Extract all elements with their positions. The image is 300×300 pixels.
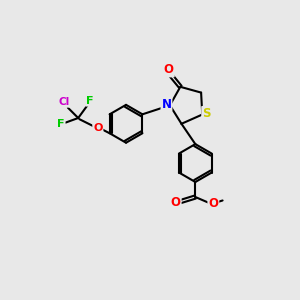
Text: O: O bbox=[164, 64, 174, 76]
Text: Cl: Cl bbox=[59, 97, 70, 107]
Text: N: N bbox=[161, 98, 172, 111]
Text: S: S bbox=[202, 107, 211, 120]
Text: O: O bbox=[171, 196, 181, 209]
Text: F: F bbox=[86, 96, 94, 106]
Text: O: O bbox=[93, 123, 103, 134]
Text: F: F bbox=[57, 119, 64, 129]
Text: O: O bbox=[208, 197, 218, 210]
